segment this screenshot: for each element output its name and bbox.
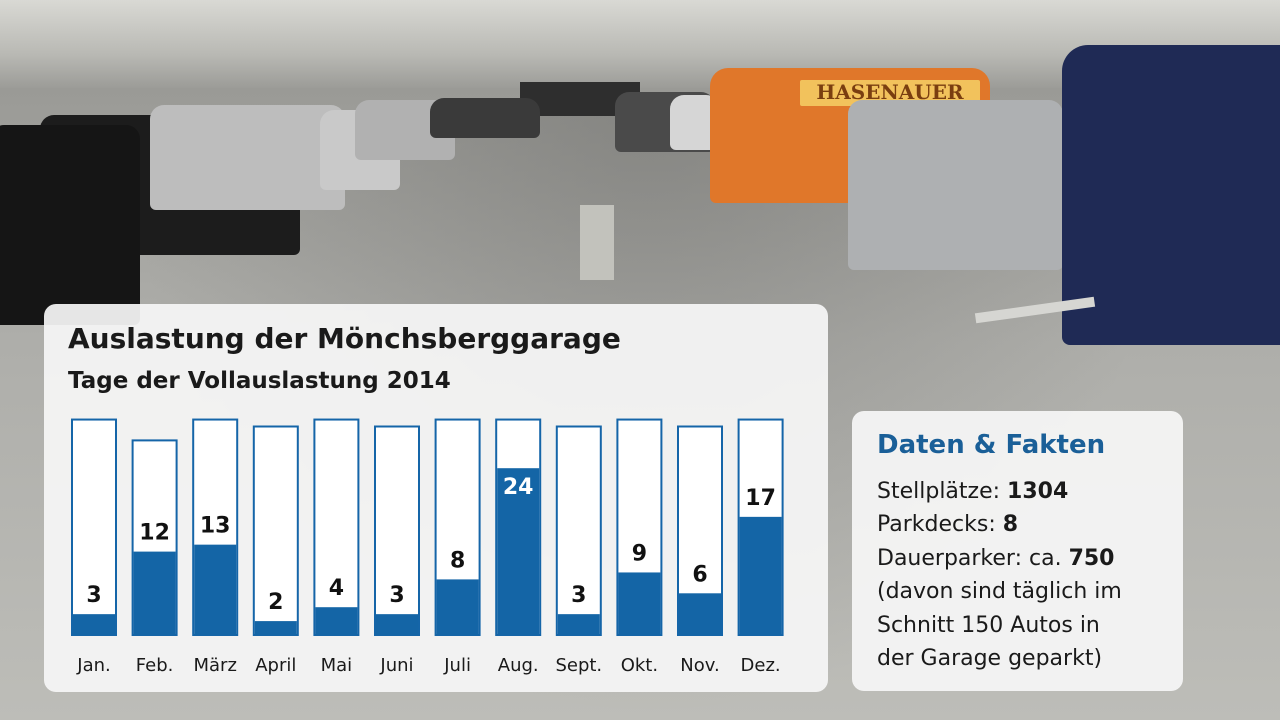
chart-title: Auslastung der Mönchsberggarage [68, 322, 621, 355]
x-tick-label: Mai [321, 655, 353, 676]
parkdecks-label: Parkdecks: [877, 512, 996, 537]
bar-value [133, 551, 176, 635]
parked-car [1062, 45, 1280, 345]
parkdecks-value: 8 [1002, 512, 1019, 537]
bar-value [497, 468, 540, 635]
x-tick-label: April [255, 655, 296, 676]
facts-panel [852, 411, 1183, 691]
stellplaetze-label: Stellplätze: [877, 479, 1001, 504]
bar-value-label: 3 [571, 583, 586, 608]
bar-value [557, 614, 600, 635]
bar-value-label: 3 [86, 583, 101, 608]
bar-value-label: 6 [692, 562, 707, 587]
bar-value-label: 13 [200, 514, 231, 539]
bar-value [436, 579, 479, 635]
bar-value [739, 516, 782, 635]
chart-subtitle: Tage der Vollauslastung 2014 [68, 368, 451, 394]
bar-value-label: 3 [389, 583, 404, 608]
bar-value-label: 24 [503, 475, 534, 500]
facts-note-line: Schnitt 150 Autos in [877, 613, 1100, 638]
bar-value-label: 4 [329, 576, 344, 601]
facts-stellplaetze: Stellplätze: 1304 [877, 478, 1068, 506]
stellplaetze-value: 1304 [1007, 479, 1069, 504]
facts-heading: Daten & Fakten [877, 430, 1106, 460]
bar-month-outline [374, 425, 420, 636]
floor-arrow-marking [580, 205, 614, 280]
bar-value-label: 8 [450, 548, 465, 573]
x-tick-label: Feb. [136, 655, 174, 676]
bar-value [73, 614, 115, 635]
x-tick-label: Jan. [76, 655, 110, 676]
bar-value [618, 572, 661, 635]
parked-car [430, 98, 540, 138]
bar-value-label: 2 [268, 590, 283, 615]
facts-note-line: der Garage geparkt) [877, 646, 1103, 671]
parked-car [150, 105, 345, 210]
bar-value [376, 614, 418, 635]
bar-month-outline [252, 425, 299, 636]
bar-value [194, 544, 237, 635]
x-tick-label: Nov. [680, 655, 719, 676]
bar-month-outline [313, 418, 360, 636]
facts-note-line: (davon sind täglich im [877, 579, 1122, 604]
parked-car [0, 125, 140, 325]
bar-value [679, 593, 721, 635]
x-tick-label: März [193, 655, 236, 676]
facts-dauerparker: Dauerparker: ca. 750 [877, 545, 1115, 573]
x-tick-label: Sept. [555, 655, 602, 676]
bar-value-label: 9 [632, 541, 647, 566]
dauerparker-label: Dauerparker: ca. [877, 546, 1062, 571]
facts-parkdecks: Parkdecks: 8 [877, 511, 1018, 539]
x-tick-label: Dez. [741, 655, 781, 676]
dauerparker-value: 750 [1068, 546, 1115, 571]
bar-value-label: 17 [745, 486, 776, 511]
x-tick-label: Okt. [621, 655, 658, 676]
van-lettering: HASENAUER [816, 80, 964, 104]
x-tick-label: Juni [379, 655, 413, 676]
x-tick-label: Aug. [498, 655, 539, 676]
parked-car [848, 100, 1063, 270]
x-tick-label: Juli [443, 655, 471, 676]
bar-value [315, 607, 358, 635]
bar-value [254, 621, 297, 635]
bar-value-label: 12 [139, 521, 170, 546]
